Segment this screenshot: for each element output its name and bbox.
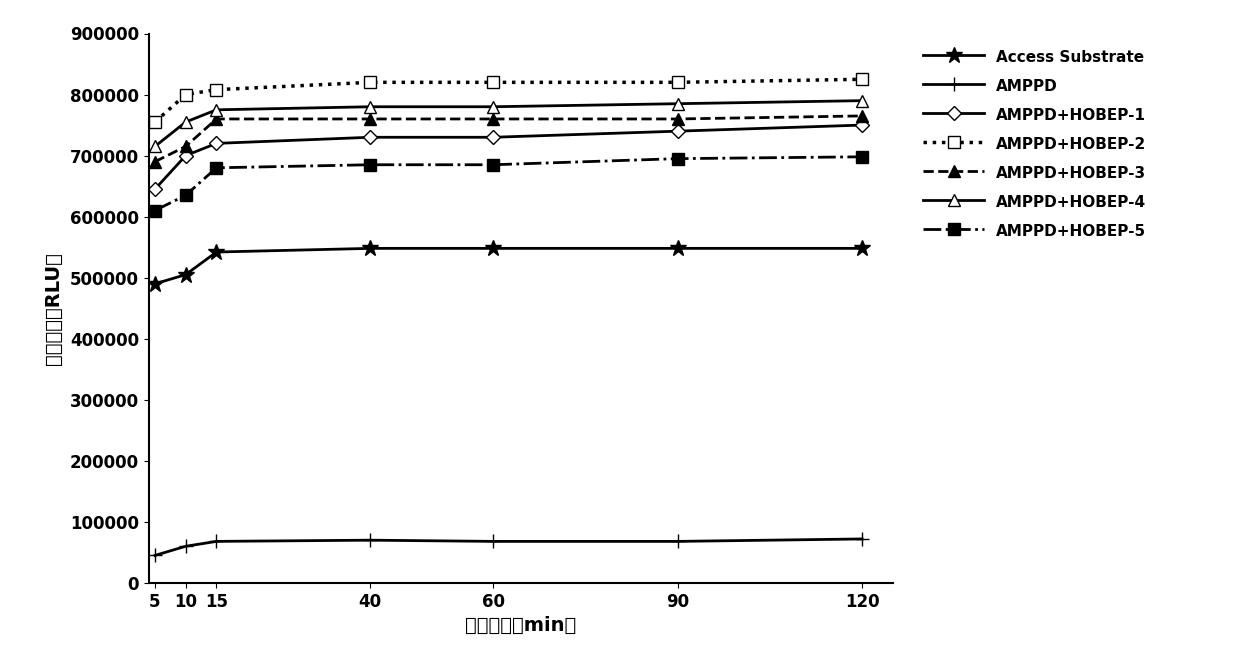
Line: Access Substrate: Access Substrate [146,240,870,292]
AMPPD+HOBEP-3 [363,115,378,123]
AMPPD+HOBEP-5 [148,206,162,214]
AMPPD+HOBEP-3 [854,112,869,120]
AMPPD [179,542,193,550]
Access Substrate [210,248,224,256]
X-axis label: 反应时间（min）: 反应时间（min） [465,616,577,635]
AMPPD+HOBEP-4 [670,100,684,108]
Legend: Access Substrate, AMPPD, AMPPD+HOBEP-1, AMPPD+HOBEP-2, AMPPD+HOBEP-3, AMPPD+HOBE: Access Substrate, AMPPD, AMPPD+HOBEP-1, … [915,41,1154,247]
AMPPD+HOBEP-2 [363,78,378,86]
AMPPD+HOBEP-3 [486,115,501,123]
AMPPD+HOBEP-3 [670,115,684,123]
AMPPD+HOBEP-1 [363,133,378,141]
Access Substrate [670,245,684,253]
AMPPD+HOBEP-4 [486,103,501,111]
AMPPD+HOBEP-2 [210,86,224,94]
AMPPD+HOBEP-2 [148,118,162,126]
AMPPD+HOBEP-1 [179,151,193,159]
Line: AMPPD: AMPPD [148,532,869,562]
Y-axis label: 发光强度（RLU）: 发光强度（RLU） [43,252,63,364]
Access Substrate [148,280,162,288]
Line: AMPPD+HOBEP-2: AMPPD+HOBEP-2 [149,73,868,128]
AMPPD+HOBEP-1 [670,127,684,135]
AMPPD+HOBEP-3 [179,143,193,151]
AMPPD [210,537,224,545]
Line: AMPPD+HOBEP-1: AMPPD+HOBEP-1 [150,120,867,194]
AMPPD+HOBEP-1 [486,133,501,141]
AMPPD+HOBEP-4 [210,106,224,114]
AMPPD+HOBEP-4 [179,118,193,126]
Line: AMPPD+HOBEP-5: AMPPD+HOBEP-5 [149,151,868,217]
AMPPD [363,536,378,544]
AMPPD+HOBEP-2 [179,90,193,98]
AMPPD+HOBEP-4 [148,143,162,151]
AMPPD+HOBEP-4 [854,96,869,105]
AMPPD+HOBEP-1 [148,185,162,193]
Access Substrate [363,245,378,253]
AMPPD+HOBEP-5 [486,161,501,169]
AMPPD [486,537,501,545]
Access Substrate [854,245,869,253]
Access Substrate [179,271,193,279]
AMPPD+HOBEP-2 [486,78,501,86]
AMPPD+HOBEP-4 [363,103,378,111]
AMPPD+HOBEP-2 [854,75,869,83]
AMPPD+HOBEP-5 [670,155,684,163]
Line: AMPPD+HOBEP-3: AMPPD+HOBEP-3 [149,111,868,168]
AMPPD+HOBEP-1 [854,121,869,129]
AMPPD [670,537,684,545]
AMPPD+HOBEP-5 [854,153,869,161]
AMPPD+HOBEP-5 [179,191,193,199]
AMPPD+HOBEP-5 [210,163,224,172]
AMPPD+HOBEP-3 [148,157,162,165]
AMPPD+HOBEP-5 [363,161,378,169]
AMPPD+HOBEP-3 [210,115,224,123]
AMPPD [148,551,162,559]
AMPPD+HOBEP-2 [670,78,684,86]
Access Substrate [486,245,501,253]
AMPPD [854,535,869,543]
Line: AMPPD+HOBEP-4: AMPPD+HOBEP-4 [149,95,868,152]
AMPPD+HOBEP-1 [210,139,224,147]
